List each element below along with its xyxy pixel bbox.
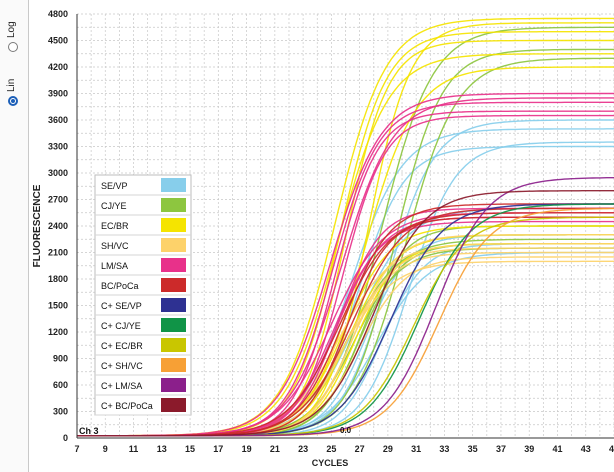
x-tick-label: 25: [326, 444, 336, 454]
y-tick-label: 4500: [48, 36, 68, 46]
legend-swatch: [161, 198, 186, 212]
lin-radio-button[interactable]: [8, 96, 18, 106]
legend-swatch: [161, 258, 186, 272]
x-tick-label: 21: [270, 444, 280, 454]
y-tick-label: 4800: [48, 9, 68, 19]
y-tick-label: 2400: [48, 221, 68, 231]
x-tick-label: 45: [609, 444, 614, 454]
legend-label: SE/VP: [101, 181, 128, 191]
legend-swatch: [161, 318, 186, 332]
y-tick-label: 0: [63, 433, 68, 443]
x-tick-label: 19: [242, 444, 252, 454]
x-tick-labels: 7 9 11 13 15 17 19 21 23 25 27 29 31 33 35 37 39 41 43 45: [74, 444, 614, 454]
legend-label: LM/SA: [101, 261, 128, 271]
axes: [76, 14, 614, 439]
x-tick-label: 23: [298, 444, 308, 454]
legend-swatch: [161, 338, 186, 352]
y-tick-label: 3600: [48, 115, 68, 125]
x-tick-label: 43: [581, 444, 591, 454]
legend-swatch: [161, 398, 186, 412]
x-tick-label: 15: [185, 444, 195, 454]
y-axis-title: FLUORESCENCE: [32, 184, 43, 267]
log-radio-button[interactable]: [8, 42, 18, 52]
legend-label: C+ LM/SA: [101, 381, 142, 391]
x-tick-label: 31: [411, 444, 421, 454]
legend-swatch: [161, 358, 186, 372]
y-tick-label: 1200: [48, 327, 68, 337]
legend-swatch: [161, 238, 186, 252]
threshold-label: 0.0: [340, 426, 352, 435]
y-tick-label: 2700: [48, 195, 68, 205]
x-tick-label: 17: [213, 444, 223, 454]
legend-swatch: [161, 178, 186, 192]
x-tick-label: 29: [383, 444, 393, 454]
legend-label: SH/VC: [101, 241, 129, 251]
y-tick-label: 3900: [48, 89, 68, 99]
y-tick-label: 3000: [48, 168, 68, 178]
legend-swatch: [161, 278, 186, 292]
legend-label: CJ/YE: [101, 201, 127, 211]
x-tick-label: 13: [157, 444, 167, 454]
y-tick-label: 4200: [48, 62, 68, 72]
x-tick-label: 41: [552, 444, 562, 454]
x-tick-label: 11: [129, 444, 139, 454]
x-axis-title: CYCLES: [312, 458, 349, 468]
x-tick-label: 37: [496, 444, 506, 454]
y-tick-label: 2100: [48, 248, 68, 258]
legend-label: C+ EC/BR: [101, 341, 143, 351]
y-tick-label: 300: [53, 407, 68, 417]
y-tick-label: 1800: [48, 274, 68, 284]
y-tick-label: 3300: [48, 142, 68, 152]
legend-swatch: [161, 218, 186, 232]
legend-label: C+ BC/PoCa: [101, 401, 153, 411]
legend-swatch: [161, 298, 186, 312]
amplification-curves: [77, 17, 614, 437]
y-tick-label: 1500: [48, 301, 68, 311]
amplification-curve: [77, 190, 614, 437]
x-tick-label: 39: [524, 444, 534, 454]
legend-label: C+ SE/VP: [101, 301, 142, 311]
y-tick-labels: 0 300 600 900 1200 1500 1800 2100 2400 2700 3000 33…: [48, 9, 68, 443]
x-tick-label: 33: [439, 444, 449, 454]
legend-label: BC/PoCa: [101, 281, 139, 291]
y-tick-label: 900: [53, 354, 68, 364]
legend-label: C+ CJ/YE: [101, 321, 141, 331]
legend-swatch: [161, 378, 186, 392]
scale-mode-panel: Log Lin: [0, 0, 29, 472]
legend-label: EC/BR: [101, 221, 129, 231]
legend-label: C+ SH/VC: [101, 361, 143, 371]
x-tick-label: 27: [355, 444, 365, 454]
x-tick-label: 7: [74, 444, 79, 454]
x-tick-label: 9: [103, 444, 108, 454]
y-tick-label: 600: [53, 380, 68, 390]
channel-label: Ch 3: [79, 426, 99, 436]
legend: SE/VP CJ/YE EC/BR SH/VC LM/SA BC/PoCa C+ SE/VP…: [94, 174, 192, 416]
x-tick-label: 35: [468, 444, 478, 454]
